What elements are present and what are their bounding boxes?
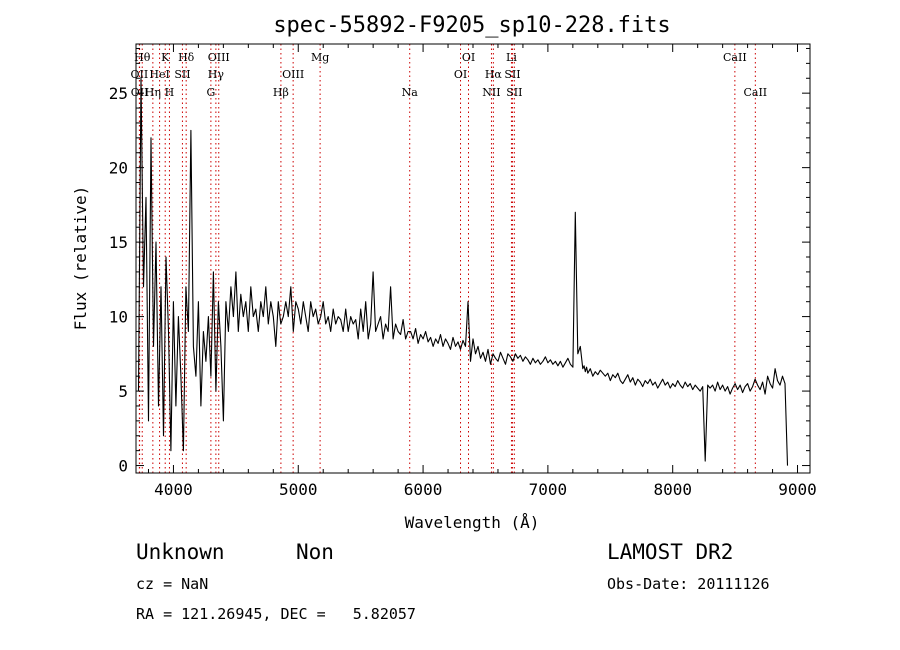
redshift-cz: cz = NaN xyxy=(136,575,209,593)
line-label-12: Hβ xyxy=(273,86,289,99)
line-label-11: OIII xyxy=(208,51,230,64)
line-label-24: CaII xyxy=(743,86,767,99)
line-label-6: H xyxy=(165,86,175,99)
y-axis-label: Flux (relative) xyxy=(71,186,90,331)
x-axis-label: Wavelength (Å) xyxy=(405,513,540,532)
y-tick-label-5: 25 xyxy=(109,84,128,103)
line-label-8: Hδ xyxy=(178,51,195,64)
line-label-2: Hθ xyxy=(134,51,151,64)
y-tick-label-4: 20 xyxy=(109,159,128,178)
line-label-22: SII xyxy=(506,86,522,99)
y-tick-label-2: 10 xyxy=(109,308,128,327)
x-tick-label-1: 5000 xyxy=(279,480,318,499)
spectral-subclass: Non xyxy=(296,540,334,564)
y-tick-label-0: 0 xyxy=(118,457,128,476)
spectral-class: Unknown xyxy=(136,540,225,564)
x-tick-label-4: 8000 xyxy=(653,480,692,499)
line-label-5: K xyxy=(161,51,170,64)
line-label-19: Hα xyxy=(485,68,503,81)
line-label-9: G xyxy=(206,86,215,99)
survey-name: LAMOST DR2 xyxy=(607,540,734,564)
line-label-14: Mg xyxy=(311,51,329,64)
plot-frame xyxy=(135,43,811,474)
spectrum-line xyxy=(137,77,789,466)
line-label-23: CaII xyxy=(723,51,747,64)
line-label-15: Na xyxy=(402,86,419,99)
line-label-0: OII xyxy=(131,68,149,81)
line-label-18: NII xyxy=(482,86,500,99)
observation-date: Obs-Date: 20111126 xyxy=(607,575,770,593)
line-label-13: OIII xyxy=(282,68,304,81)
line-label-21: SII xyxy=(504,68,520,81)
line-label-10: Hγ xyxy=(208,68,225,81)
y-tick-label-3: 15 xyxy=(109,233,128,252)
x-tick-label-2: 6000 xyxy=(404,480,443,499)
x-tick-label-3: 7000 xyxy=(529,480,568,499)
x-tick-label-5: 9000 xyxy=(778,480,817,499)
x-tick-label-0: 4000 xyxy=(154,480,193,499)
coordinates: RA = 121.26945, DEC = 5.82057 xyxy=(136,605,416,623)
line-label-3: Hη xyxy=(145,86,161,99)
line-label-20: Li xyxy=(506,51,517,64)
line-label-17: OI xyxy=(462,51,475,64)
y-tick-label-1: 5 xyxy=(118,382,128,401)
line-label-1: OII xyxy=(131,86,149,99)
line-label-4: HeI xyxy=(149,68,169,81)
line-label-16: OI xyxy=(454,68,467,81)
line-label-7: SII xyxy=(174,68,190,81)
chart-title: spec-55892-F9205_sp10-228.fits xyxy=(273,13,670,38)
